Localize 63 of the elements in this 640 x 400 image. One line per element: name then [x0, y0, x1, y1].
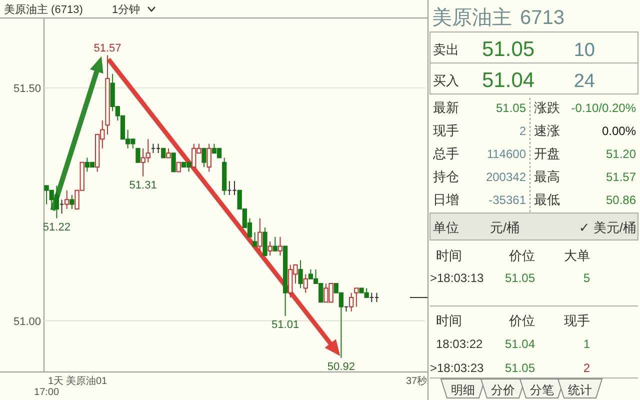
text: 价位	[508, 248, 535, 263]
text: >18:03:13	[430, 271, 484, 285]
text: 最低	[534, 192, 560, 207]
text: ✓ 美元/桶	[578, 220, 636, 235]
text: 51.04	[482, 69, 535, 92]
text: 6713	[520, 7, 564, 29]
text: 最新	[433, 100, 459, 115]
text: 24	[574, 71, 596, 92]
y-tick-label: 51.50	[13, 82, 41, 95]
text: 最高	[534, 169, 560, 184]
text: 单位	[433, 220, 459, 235]
text: 51.04	[504, 337, 536, 351]
text: 51.20	[606, 147, 636, 161]
text: 2	[519, 124, 526, 138]
text: 开盘	[534, 146, 560, 161]
text: 大单	[564, 248, 590, 263]
text: 114600	[486, 147, 526, 161]
text: 2	[583, 361, 590, 375]
annotation: 51.01	[272, 319, 300, 332]
x-tick-label: 17:00	[34, 387, 60, 398]
text: 速涨	[534, 123, 560, 138]
text: 37秒	[406, 375, 428, 387]
text: 1	[583, 337, 590, 351]
text: 51.05	[504, 271, 536, 285]
text: 时间	[436, 248, 462, 263]
text: 总手	[432, 146, 459, 161]
text: 时间	[436, 313, 462, 328]
text: 美原油主	[432, 6, 512, 29]
text: 50.86	[606, 193, 636, 207]
text: 卖出	[433, 42, 459, 57]
text: 51.05	[482, 38, 535, 61]
text: 价位	[508, 313, 535, 328]
chart-subtitle: 1分钟	[112, 4, 140, 16]
text: 51.05	[504, 361, 536, 375]
y-tick-label: 51.00	[13, 316, 41, 328]
text: 51.57	[606, 170, 636, 184]
text: 买入	[433, 73, 459, 88]
text: -35361	[488, 193, 526, 207]
text: 统计	[568, 383, 592, 397]
text: 0.00%	[602, 124, 636, 138]
text: -0.10/0.20%	[571, 101, 636, 115]
text: 现手	[564, 313, 590, 328]
annotation: 51.22	[42, 221, 70, 234]
text: 分价	[491, 383, 515, 397]
annotation: 51.31	[129, 179, 157, 192]
text: 18:03:22	[436, 337, 484, 351]
text: >18:03:23	[430, 361, 484, 375]
text: 分笔	[530, 383, 554, 397]
text: 5	[583, 271, 590, 285]
text: 持仓	[433, 169, 459, 184]
text: 现手	[433, 123, 459, 138]
text: 美原油01	[66, 375, 108, 387]
text: 51.05	[496, 101, 526, 115]
text: 涨跌	[534, 100, 560, 115]
text: 元/桶	[490, 220, 520, 235]
annotation: 50.92	[327, 361, 355, 373]
text: 200342	[486, 170, 526, 184]
text: 10	[574, 40, 595, 61]
annotation: 51.57	[94, 42, 122, 54]
text: 1天	[48, 376, 64, 387]
text: 明细	[451, 383, 475, 397]
text: 日增	[433, 192, 459, 207]
chart-title: 美原油主 (6713)	[4, 3, 83, 16]
